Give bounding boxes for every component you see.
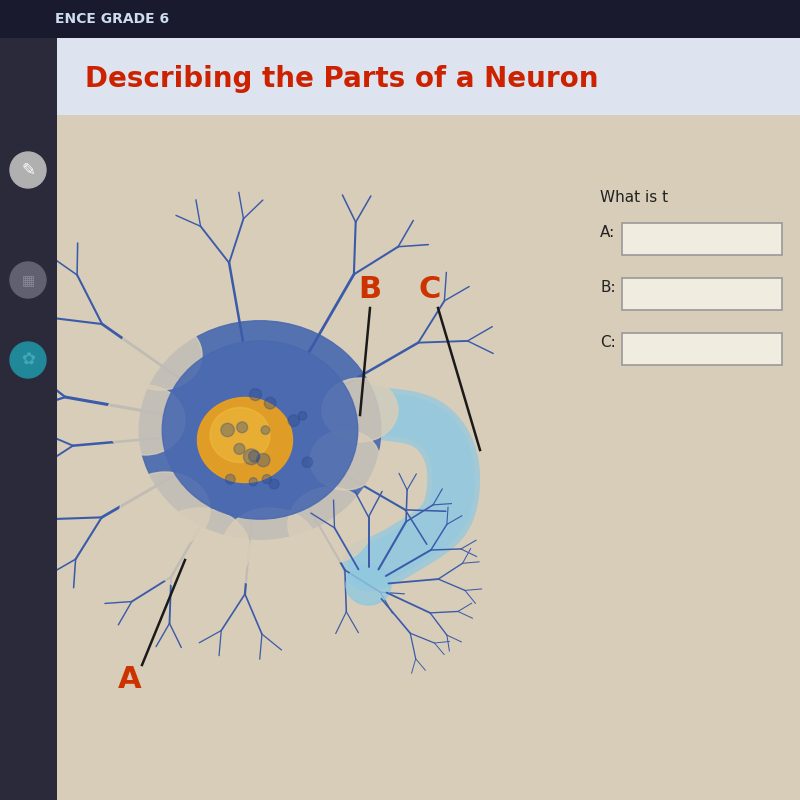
Bar <box>622 223 782 255</box>
Text: ENCE GRADE 6: ENCE GRADE 6 <box>55 12 169 26</box>
Text: ✿: ✿ <box>21 351 35 369</box>
Text: C: C <box>419 275 441 305</box>
Circle shape <box>10 152 46 188</box>
Text: A:: A: <box>600 225 615 240</box>
Text: A: A <box>118 666 142 694</box>
Text: C:: C: <box>600 335 616 350</box>
Ellipse shape <box>346 565 391 605</box>
Text: What is t: What is t <box>600 190 668 205</box>
Bar <box>0 38 57 800</box>
Ellipse shape <box>150 508 250 592</box>
Circle shape <box>298 411 306 420</box>
Circle shape <box>257 454 270 466</box>
Circle shape <box>243 449 259 465</box>
Ellipse shape <box>198 398 293 482</box>
Bar <box>57 38 800 115</box>
Circle shape <box>10 342 46 378</box>
Circle shape <box>269 479 279 489</box>
Circle shape <box>237 422 247 433</box>
Ellipse shape <box>120 472 210 548</box>
Ellipse shape <box>105 385 185 455</box>
Circle shape <box>288 415 299 426</box>
Text: ▦: ▦ <box>22 273 34 287</box>
Bar <box>622 333 782 365</box>
Circle shape <box>226 474 235 484</box>
Bar <box>0 0 800 38</box>
Circle shape <box>264 398 276 409</box>
Circle shape <box>249 478 258 486</box>
Bar <box>622 278 782 310</box>
Text: Describing the Parts of a Neuron: Describing the Parts of a Neuron <box>85 65 598 93</box>
Circle shape <box>261 426 270 434</box>
Circle shape <box>221 423 234 437</box>
Circle shape <box>250 389 262 401</box>
Ellipse shape <box>310 430 380 490</box>
Text: B: B <box>358 275 382 305</box>
Circle shape <box>234 443 245 454</box>
Text: ✎: ✎ <box>21 161 35 179</box>
Ellipse shape <box>322 378 398 442</box>
Circle shape <box>249 450 260 462</box>
Ellipse shape <box>288 487 372 563</box>
Circle shape <box>302 457 313 467</box>
Ellipse shape <box>162 341 358 519</box>
Ellipse shape <box>222 508 318 588</box>
Bar <box>57 115 800 800</box>
Ellipse shape <box>118 320 202 390</box>
Text: B:: B: <box>600 280 616 295</box>
Circle shape <box>262 474 271 484</box>
Ellipse shape <box>210 407 270 462</box>
Circle shape <box>10 262 46 298</box>
Ellipse shape <box>139 321 381 539</box>
